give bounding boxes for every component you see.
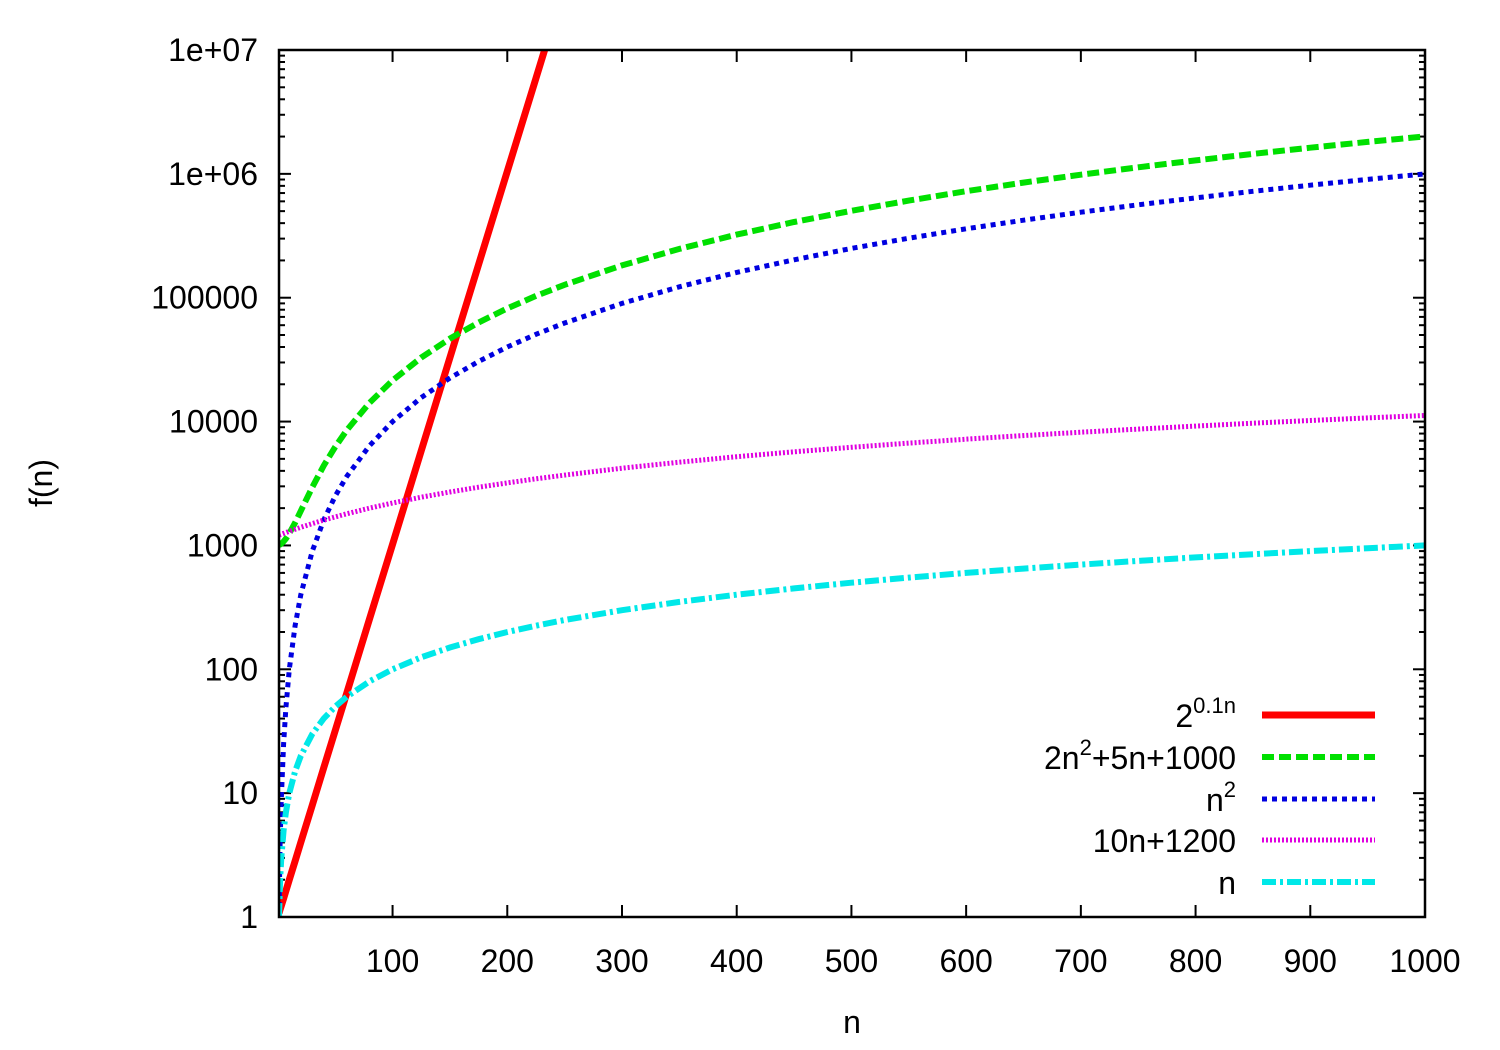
y-tick-label: 100 — [205, 651, 258, 687]
x-tick-label: 1000 — [1389, 943, 1460, 979]
legend-label: n — [1218, 865, 1236, 901]
y-tick-label: 10 — [222, 775, 258, 811]
legend-label-base: 2 — [1175, 698, 1193, 734]
x-tick-label: 200 — [481, 943, 534, 979]
plot-frame — [277, 48, 1427, 919]
y-tick-label: 10000 — [169, 404, 258, 440]
legend-label: 20.1n — [1175, 693, 1236, 734]
legend-label-rest: +5n+1000 — [1092, 740, 1236, 776]
y-tick-label: 1 — [240, 899, 258, 935]
legend-label-sup: 2 — [1080, 735, 1092, 760]
legend-label: 10n+1200 — [1093, 823, 1236, 859]
series-2n-2-5n-1000-line — [279, 133, 1425, 548]
series-2-0-1n-line — [279, 50, 549, 915]
legend-label: n2 — [1206, 777, 1236, 818]
legend-label-base: n — [1218, 865, 1236, 901]
series-n-line — [279, 542, 1425, 917]
legend-label-sup: 0.1n — [1193, 693, 1236, 718]
x-tick-label: 300 — [595, 943, 648, 979]
x-tick-label: 800 — [1169, 943, 1222, 979]
x-tick-label: 100 — [366, 943, 419, 979]
x-tick-label: 900 — [1284, 943, 1337, 979]
legend-label-base: n — [1206, 782, 1224, 818]
y-tick-label: 1e+06 — [168, 156, 258, 192]
x-tick-label: 600 — [939, 943, 992, 979]
y-tick-label: 1000 — [187, 527, 258, 563]
series-group — [279, 50, 1425, 917]
x-tick-label: 700 — [1054, 943, 1107, 979]
x-axis-label: n — [843, 1004, 861, 1040]
series-10n-1200-line — [279, 413, 1425, 538]
y-tick-label: 100000 — [151, 280, 258, 316]
y-tick-label: 1e+07 — [168, 32, 258, 68]
legend-label: 2n2+5n+1000 — [1044, 735, 1236, 776]
legend-label-sup: 2 — [1224, 777, 1236, 802]
axis-ticks — [279, 49, 1426, 918]
x-tick-label: 400 — [710, 943, 763, 979]
x-tick-label: 500 — [825, 943, 878, 979]
tick-labels: 100 200 300 400 500 600 700 800 900 1000 1 10 100 100… — [151, 32, 1460, 979]
legend-label-base: 2n — [1044, 740, 1080, 776]
y-axis-label: f(n) — [23, 459, 59, 507]
legend-label-base: 10n+1200 — [1093, 823, 1236, 859]
series-n-2-line — [279, 171, 1425, 917]
